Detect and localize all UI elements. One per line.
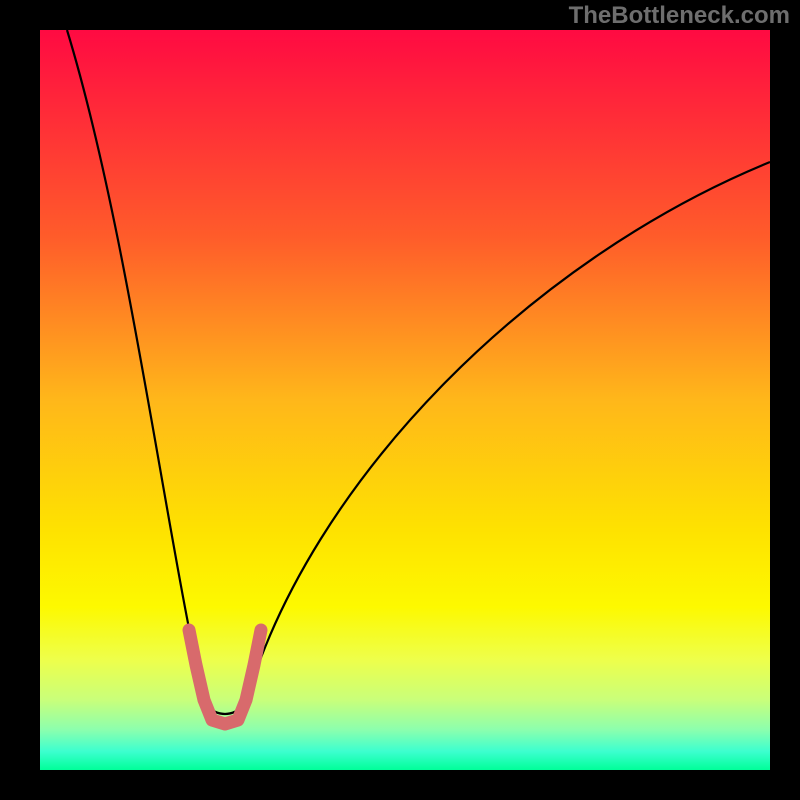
- plot-background: [40, 30, 770, 770]
- chart-svg: [0, 0, 800, 800]
- watermark-text: TheBottleneck.com: [569, 2, 790, 30]
- chart-frame: TheBottleneck.com: [0, 0, 800, 800]
